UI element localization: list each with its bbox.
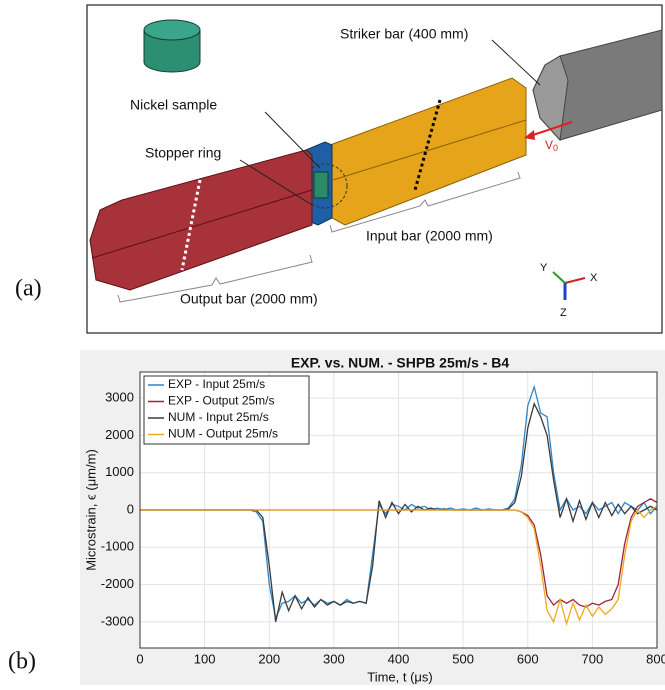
- legend-label: NUM - Input 25m/s: [168, 410, 269, 424]
- axis-y: [552, 271, 566, 284]
- label: Input bar (2000 mm): [366, 228, 493, 244]
- bracket: [117, 254, 313, 303]
- y-tick-label: 2000: [105, 427, 134, 442]
- x-tick-label: 600: [517, 651, 539, 666]
- series-line: [140, 505, 658, 627]
- x-tick-label: 300: [323, 651, 345, 666]
- velocity: V0: [545, 138, 558, 153]
- edge: [332, 119, 527, 181]
- legend-label: EXP - Output 25m/s: [168, 394, 275, 408]
- x-tick-label: 200: [258, 651, 280, 666]
- leader: [239, 159, 313, 206]
- legend-label: NUM - Output 25m/s: [168, 427, 278, 441]
- leader: [491, 39, 541, 86]
- x-tick-label: 0: [136, 651, 143, 666]
- output-bar: [89, 149, 313, 291]
- plot-border: [139, 371, 658, 649]
- label: Striker bar (400 mm): [340, 26, 468, 42]
- velocity-symbol: V: [545, 138, 553, 152]
- x-tick-label: 800: [646, 651, 665, 666]
- velocity-subscript: 0: [553, 143, 558, 153]
- panel-label: (a): [15, 276, 42, 302]
- zoom-circle: [302, 163, 348, 209]
- bracket: [329, 171, 521, 233]
- y-axis-label: Microstrain, ϵ (μm/m): [83, 449, 98, 571]
- x-tick-label: 500: [452, 651, 474, 666]
- y-tick-label: -3000: [101, 613, 134, 628]
- arrow: [529, 121, 573, 137]
- legend-label: EXP - Input 25m/s: [168, 377, 265, 391]
- y-tick-label: -1000: [101, 539, 134, 554]
- edge: [91, 189, 313, 259]
- arrow-head: [524, 130, 535, 140]
- x-axis-label: Time, t (μs): [367, 669, 433, 684]
- label: Nickel sample: [130, 97, 217, 113]
- x-tick-label: 400: [388, 651, 410, 666]
- axis-label: Y: [540, 262, 548, 274]
- label: Stopper ring: [145, 145, 221, 161]
- y-tick-label: -2000: [101, 576, 134, 591]
- legend: [143, 375, 310, 445]
- axis-label: Z: [560, 307, 567, 319]
- sample-icon: [143, 29, 201, 73]
- y-tick-label: 1000: [105, 464, 134, 479]
- label: Output bar (2000 mm): [180, 291, 318, 307]
- x-tick-label: 100: [194, 651, 216, 666]
- sample: [313, 171, 329, 199]
- y-tick-label: 3000: [105, 390, 134, 405]
- panel-label: (b): [8, 649, 36, 675]
- axis-x: [564, 277, 586, 284]
- axis-label: X: [590, 272, 598, 284]
- y-tick-label: 0: [127, 501, 134, 516]
- striker-end: [532, 55, 569, 142]
- leader: [264, 111, 321, 169]
- chart-title: EXP. vs. NUM. - SHPB 25m/s - B4: [291, 355, 510, 371]
- x-tick-label: 700: [582, 651, 604, 666]
